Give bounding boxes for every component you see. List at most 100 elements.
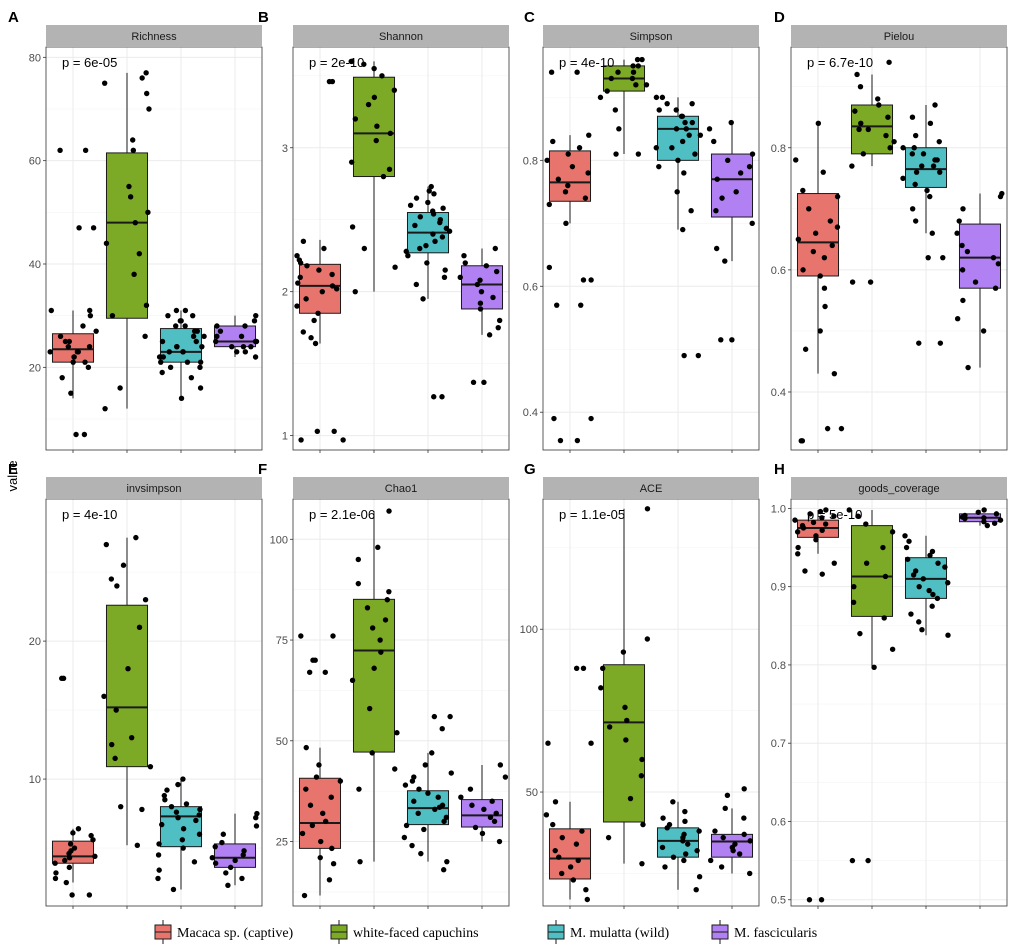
data-point	[392, 766, 398, 772]
data-point	[585, 170, 591, 176]
data-point	[909, 151, 916, 157]
data-point	[197, 806, 203, 813]
plot-area	[46, 47, 262, 450]
data-point	[374, 123, 380, 129]
data-point	[170, 886, 177, 893]
data-point	[999, 190, 1005, 197]
data-point	[688, 208, 694, 214]
data-point	[70, 359, 76, 365]
y-tick-label: 0.6	[771, 265, 786, 277]
data-point	[548, 69, 555, 75]
data-point	[718, 337, 724, 343]
data-point	[936, 138, 942, 145]
y-tick-label: 60	[29, 156, 41, 168]
plot-area	[543, 47, 759, 450]
data-point	[52, 860, 58, 866]
p-value-label: p = 1.1e-05	[559, 507, 625, 522]
data-point	[355, 556, 362, 563]
data-point	[415, 810, 421, 817]
data-point	[309, 822, 316, 829]
data-point	[604, 88, 610, 94]
box-iqr	[548, 828, 592, 880]
data-point	[213, 338, 219, 345]
y-tick-label: 10	[29, 774, 41, 786]
data-point	[173, 307, 180, 314]
data-point	[598, 685, 604, 691]
data-point	[497, 762, 504, 768]
data-point	[130, 147, 137, 154]
data-point	[600, 665, 606, 672]
data-point	[142, 333, 148, 340]
data-point	[720, 834, 726, 841]
data-point	[234, 349, 240, 355]
data-point	[487, 814, 494, 821]
box-group	[352, 61, 396, 292]
data-point	[352, 116, 359, 122]
data-point	[297, 274, 303, 280]
data-point	[624, 717, 630, 724]
data-point	[749, 220, 755, 227]
data-point	[906, 538, 912, 544]
y-tick-label: 0.5	[771, 895, 786, 907]
data-point	[87, 307, 93, 314]
data-point	[860, 151, 867, 157]
data-point	[891, 138, 897, 145]
data-point	[426, 188, 432, 194]
data-point	[113, 707, 119, 713]
data-point	[384, 597, 391, 603]
data-point	[846, 507, 852, 513]
data-point	[352, 288, 358, 295]
data-point	[117, 385, 123, 391]
data-point	[792, 517, 798, 523]
data-point	[674, 189, 680, 195]
data-point	[900, 145, 906, 151]
data-point	[817, 328, 823, 334]
data-point	[369, 750, 375, 756]
data-point	[675, 157, 681, 164]
data-point	[749, 151, 756, 157]
data-point	[365, 101, 372, 108]
data-point	[442, 267, 448, 273]
data-point	[162, 797, 168, 803]
data-point	[732, 841, 738, 847]
data-point	[403, 248, 409, 255]
panel-C: 0.4 0.6 0.8 Simpson Cp = 4e-10	[523, 9, 760, 453]
data-point	[956, 218, 962, 224]
data-point	[689, 100, 695, 107]
data-point	[608, 75, 615, 82]
data-point	[857, 83, 864, 90]
facet-strip	[543, 25, 759, 47]
facet-strip	[293, 477, 509, 499]
data-point	[815, 120, 822, 127]
data-point	[411, 798, 417, 804]
data-point	[411, 774, 417, 780]
data-point	[92, 853, 98, 860]
box-group	[850, 509, 894, 668]
data-point	[889, 529, 896, 535]
data-point	[481, 379, 487, 386]
box-iqr	[213, 843, 257, 868]
data-point	[908, 611, 914, 617]
data-point	[885, 114, 891, 120]
y-tick-label: 20	[29, 362, 41, 374]
legend-label: M. fascicularis	[734, 926, 817, 941]
data-point	[329, 845, 335, 852]
data-point	[819, 527, 825, 534]
data-point	[375, 544, 381, 551]
data-point	[849, 857, 856, 864]
plot-area	[791, 499, 1007, 906]
data-point	[666, 821, 673, 828]
data-point	[212, 843, 218, 850]
data-point	[321, 245, 327, 252]
data-point	[563, 220, 569, 227]
data-point	[175, 815, 181, 821]
data-point	[681, 857, 687, 864]
data-point	[102, 405, 108, 412]
data-point	[887, 145, 893, 151]
data-point	[880, 544, 886, 551]
facet-title: Shannon	[379, 31, 423, 43]
data-point	[912, 568, 919, 574]
data-point	[331, 428, 337, 434]
data-point	[850, 599, 857, 606]
data-point	[491, 818, 498, 825]
